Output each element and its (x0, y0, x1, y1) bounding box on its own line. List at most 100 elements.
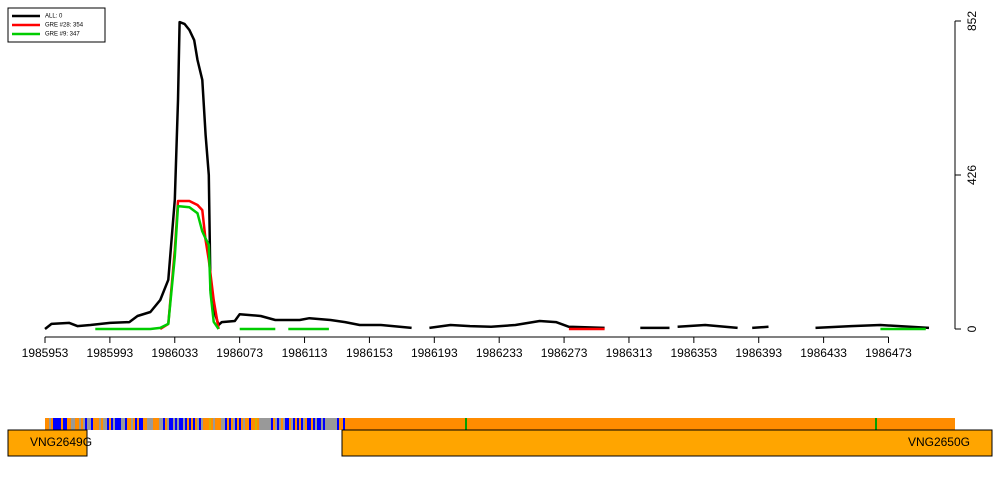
sequence-base (795, 418, 797, 430)
sequence-base (637, 418, 639, 430)
sequence-base (313, 418, 315, 430)
sequence-base (667, 418, 669, 430)
sequence-base (923, 418, 925, 430)
sequence-base (793, 418, 795, 430)
sequence-base (609, 418, 611, 430)
sequence-base (215, 418, 217, 430)
sequence-base (621, 418, 623, 430)
sequence-base (911, 418, 913, 430)
sequence-base (435, 418, 437, 430)
sequence-base (517, 418, 519, 430)
sequence-base (603, 418, 605, 430)
sequence-base (145, 418, 147, 430)
sequence-base (141, 418, 143, 430)
sequence-base (895, 418, 897, 430)
sequence-base (385, 418, 387, 430)
sequence-base (453, 418, 455, 430)
sequence-base (783, 418, 785, 430)
sequence-base (343, 418, 345, 430)
x-tick-label: 1986073 (216, 346, 263, 360)
sequence-base (543, 418, 545, 430)
sequence-base (157, 418, 159, 430)
sequence-base (739, 418, 741, 430)
sequence-base (105, 418, 107, 430)
sequence-base (817, 418, 819, 430)
sequence-base (59, 418, 61, 430)
sequence-base (459, 418, 461, 430)
sequence-base (815, 418, 817, 430)
sequence-base (921, 418, 923, 430)
sequence-base (665, 418, 667, 430)
sequence-base (221, 418, 223, 430)
sequence-base (113, 418, 115, 430)
sequence-base (575, 418, 577, 430)
sequence-base (335, 418, 337, 430)
sequence-base (63, 418, 65, 430)
sequence-base (821, 418, 823, 430)
sequence-base (535, 418, 537, 430)
sequence-base (719, 418, 721, 430)
sequence-base (409, 418, 411, 430)
sequence-base (227, 418, 229, 430)
sequence-base (359, 418, 361, 430)
sequence-base (887, 418, 889, 430)
sequence-base (867, 418, 869, 430)
sequence-base (201, 418, 203, 430)
sequence-base (135, 418, 137, 430)
sequence-base (147, 418, 149, 430)
sequence-base (605, 418, 607, 430)
sequence-base (315, 418, 317, 430)
sequence-base (251, 418, 253, 430)
sequence-base (115, 418, 117, 430)
sequence-base (85, 418, 87, 430)
sequence-base (389, 418, 391, 430)
sequence-base (713, 418, 715, 430)
sequence-base (255, 418, 257, 430)
sequence-base (111, 418, 113, 430)
sequence-base (261, 418, 263, 430)
sequence-base (393, 418, 395, 430)
sequence-base (561, 418, 563, 430)
sequence-base (265, 418, 267, 430)
sequence-base (931, 418, 933, 430)
sequence-base (339, 418, 341, 430)
sequence-base (557, 418, 559, 430)
sequence-base (697, 418, 699, 430)
sequence-base (75, 418, 77, 430)
sequence-base (303, 418, 305, 430)
sequence-base (635, 418, 637, 430)
sequence-base (789, 418, 791, 430)
sequence-base (695, 418, 697, 430)
sequence-base (99, 418, 101, 430)
sequence-base (159, 418, 161, 430)
sequence-base (785, 418, 787, 430)
sequence-base (95, 418, 97, 430)
x-tick-label: 1986313 (606, 346, 653, 360)
sequence-base (275, 418, 277, 430)
sequence-base (545, 418, 547, 430)
sequence-base (447, 418, 449, 430)
sequence-base (133, 418, 135, 430)
sequence-base (205, 418, 207, 430)
sequence-base (489, 418, 491, 430)
sequence-base (559, 418, 561, 430)
sequence-base (523, 418, 525, 430)
sequence-base (763, 418, 765, 430)
sequence-base (753, 418, 755, 430)
sequence-base (193, 418, 195, 430)
sequence-base (839, 418, 841, 430)
sequence-base (525, 418, 527, 430)
series-line (95, 204, 926, 331)
sequence-base (93, 418, 95, 430)
sequence-base (467, 418, 469, 430)
sequence-base (297, 418, 299, 430)
sequence-base (81, 418, 83, 430)
sequence-base (375, 418, 377, 430)
sequence-base (837, 418, 839, 430)
sequence-base (885, 418, 887, 430)
x-tick-label: 1986113 (282, 346, 328, 360)
sequence-base (197, 418, 199, 430)
sequence-base (757, 418, 759, 430)
sequence-base (185, 418, 187, 430)
sequence-base (901, 418, 903, 430)
